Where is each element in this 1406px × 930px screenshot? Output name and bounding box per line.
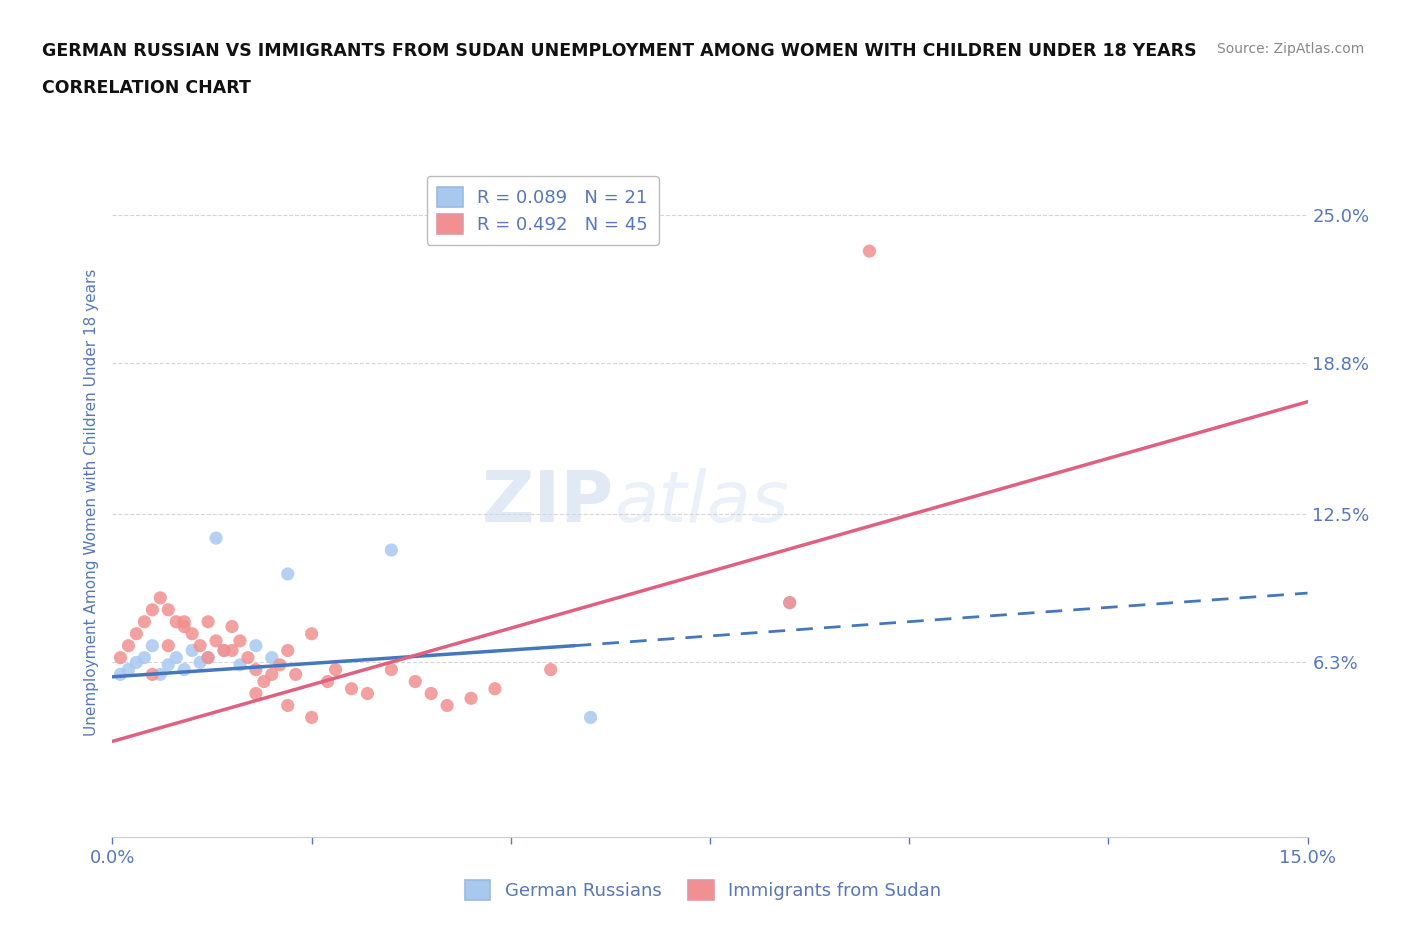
Point — [134, 650, 156, 665]
Point — [197, 615, 219, 630]
Point — [188, 655, 211, 670]
Point — [197, 650, 219, 665]
Point — [260, 650, 283, 665]
Point — [165, 615, 187, 630]
Point — [157, 603, 180, 618]
Point — [173, 619, 195, 634]
Point — [141, 667, 163, 682]
Point — [484, 682, 506, 697]
Point — [229, 658, 252, 672]
Point — [269, 658, 291, 672]
Point — [245, 686, 267, 701]
Point — [212, 643, 235, 658]
Point — [253, 674, 276, 689]
Point — [420, 686, 443, 701]
Point — [236, 650, 259, 665]
Point — [117, 638, 139, 653]
Point — [149, 667, 172, 682]
Point — [260, 667, 283, 682]
Point — [141, 638, 163, 653]
Point — [205, 633, 228, 648]
Point — [277, 566, 299, 581]
Point — [212, 643, 235, 658]
Point — [284, 667, 307, 682]
Legend: German Russians, Immigrants from Sudan: German Russians, Immigrants from Sudan — [457, 872, 949, 907]
Point — [197, 650, 219, 665]
Point — [858, 244, 880, 259]
Point — [181, 626, 204, 641]
Y-axis label: Unemployment Among Women with Children Under 18 years: Unemployment Among Women with Children U… — [83, 269, 98, 736]
Point — [117, 662, 139, 677]
Legend: R = 0.089   N = 21, R = 0.492   N = 45: R = 0.089 N = 21, R = 0.492 N = 45 — [426, 177, 659, 246]
Point — [173, 615, 195, 630]
Point — [149, 591, 172, 605]
Text: atlas: atlas — [614, 468, 789, 537]
Point — [301, 710, 323, 724]
Text: ZIP: ZIP — [482, 468, 614, 537]
Point — [188, 638, 211, 653]
Point — [134, 615, 156, 630]
Point — [325, 662, 347, 677]
Point — [181, 643, 204, 658]
Point — [245, 662, 267, 677]
Point — [579, 710, 602, 724]
Point — [436, 698, 458, 713]
Point — [316, 674, 339, 689]
Text: Source: ZipAtlas.com: Source: ZipAtlas.com — [1216, 42, 1364, 56]
Point — [173, 662, 195, 677]
Point — [301, 626, 323, 641]
Point — [779, 595, 801, 610]
Point — [110, 667, 132, 682]
Point — [380, 542, 402, 557]
Point — [141, 603, 163, 618]
Point — [540, 662, 562, 677]
Point — [404, 674, 426, 689]
Point — [205, 531, 228, 546]
Point — [221, 619, 243, 634]
Point — [340, 682, 363, 697]
Point — [229, 633, 252, 648]
Point — [165, 650, 187, 665]
Point — [277, 643, 299, 658]
Point — [245, 638, 267, 653]
Point — [460, 691, 482, 706]
Point — [356, 686, 378, 701]
Text: GERMAN RUSSIAN VS IMMIGRANTS FROM SUDAN UNEMPLOYMENT AMONG WOMEN WITH CHILDREN U: GERMAN RUSSIAN VS IMMIGRANTS FROM SUDAN … — [42, 42, 1197, 60]
Point — [221, 643, 243, 658]
Point — [157, 658, 180, 672]
Point — [125, 626, 148, 641]
Point — [110, 650, 132, 665]
Point — [380, 662, 402, 677]
Point — [125, 655, 148, 670]
Point — [779, 595, 801, 610]
Text: CORRELATION CHART: CORRELATION CHART — [42, 79, 252, 97]
Point — [277, 698, 299, 713]
Point — [157, 638, 180, 653]
